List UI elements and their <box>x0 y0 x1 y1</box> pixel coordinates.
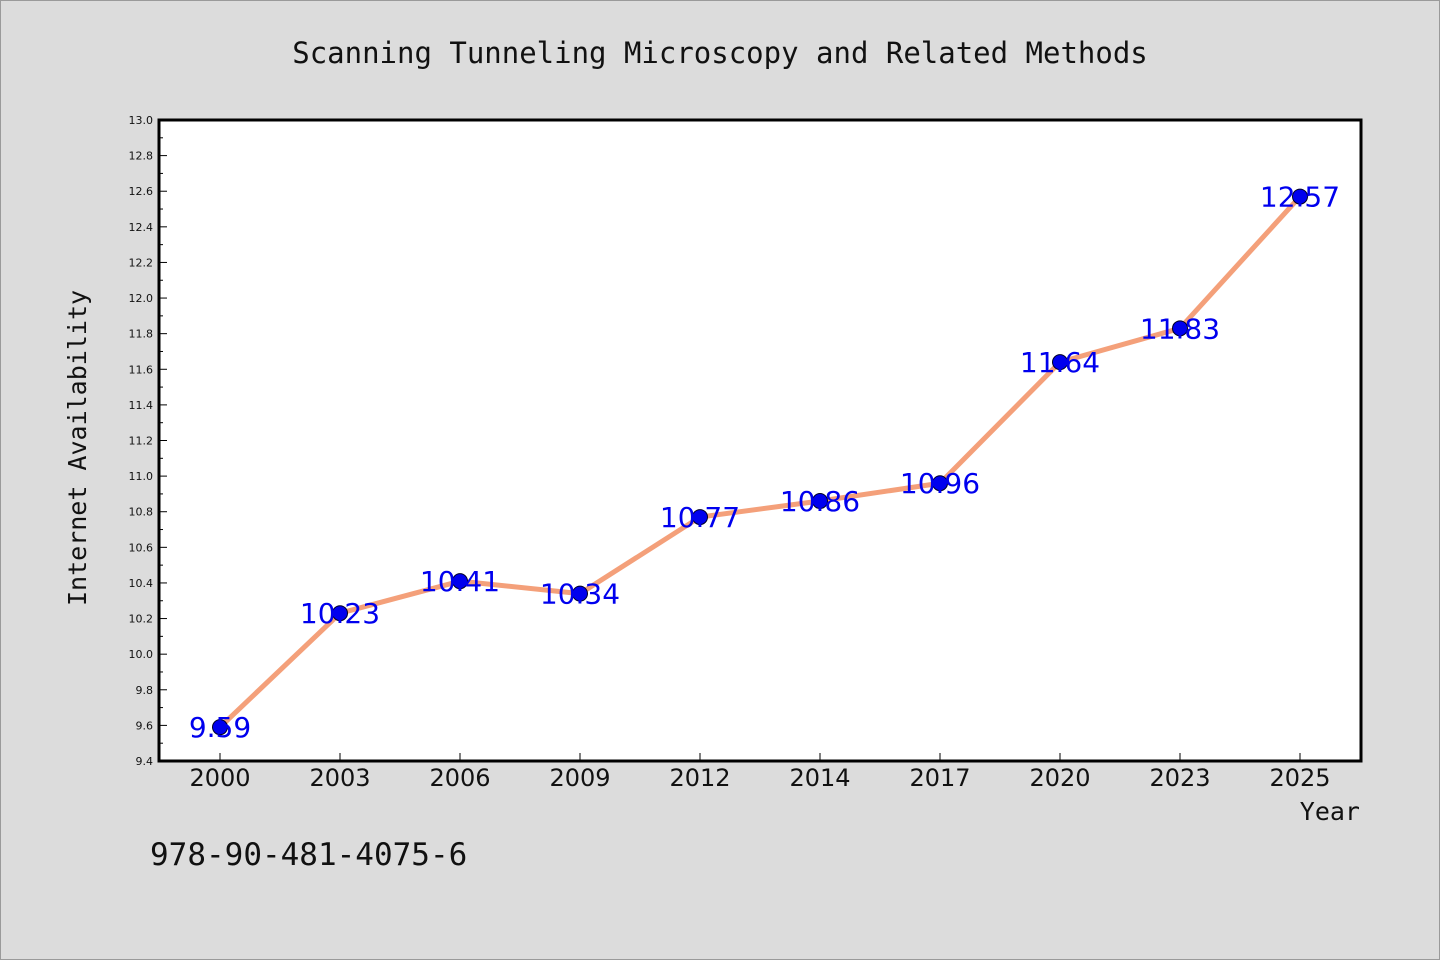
data-label: 10.86 <box>780 485 860 518</box>
y-tick-label: 9.6 <box>136 719 154 732</box>
x-axis: 2000 2003 2006 2009 2012 2014 2017 2020 2023 2025 <box>189 753 1331 792</box>
data-point <box>332 605 348 622</box>
y-tick-label: 10.6 <box>129 541 154 554</box>
y-tick-label: 12.8 <box>129 150 154 163</box>
data-point <box>1172 320 1188 337</box>
data-label: 12.57 <box>1260 181 1340 214</box>
data-point <box>1052 354 1068 371</box>
series-line <box>218 194 1302 729</box>
y-tick-label: 12.2 <box>129 256 154 269</box>
isbn-text: 978-90-481-4075-6 <box>150 837 467 873</box>
data-label: 10.77 <box>660 501 740 534</box>
y-tick-label: 11.2 <box>129 435 154 448</box>
x-tick-label: 2009 <box>549 764 610 792</box>
chart-title: Scanning Tunneling Microscopy and Relate… <box>292 36 1148 70</box>
x-tick-label: 2006 <box>429 764 490 792</box>
x-tick-label: 2023 <box>1149 764 1210 792</box>
y-tick-label: 10.4 <box>129 577 154 590</box>
data-point <box>1292 188 1308 205</box>
data-label: 10.96 <box>900 467 980 500</box>
x-tick-label: 2014 <box>789 764 850 792</box>
data-point <box>932 475 948 492</box>
y-tick-label: 10.8 <box>129 506 154 519</box>
x-tick-label: 2000 <box>189 764 250 792</box>
x-axis-label: Year <box>1300 797 1360 826</box>
y-tick-label: 12.0 <box>129 292 154 305</box>
data-labels: 9.59 10.23 10.41 10.34 10.77 10.86 10.96 11.64 1… <box>189 181 1340 745</box>
data-points <box>212 188 1308 736</box>
plot-area <box>157 118 1363 763</box>
data-point <box>692 509 708 526</box>
y-axis: 9.4 9.6 9.8 10.0 10.2 10.4 10.6 10.8 11.0 11.2 11.… <box>129 114 167 768</box>
data-label: 10.34 <box>540 578 620 611</box>
data-label: 11.83 <box>1140 312 1220 345</box>
y-tick-label: 9.4 <box>136 755 154 768</box>
x-tick-label: 2017 <box>909 764 970 792</box>
y-tick-label: 12.4 <box>129 221 154 234</box>
y-tick-label: 10.2 <box>129 613 154 626</box>
y-tick-label: 11.8 <box>129 328 154 341</box>
x-tick-label: 2012 <box>669 764 730 792</box>
y-tick-label: 11.4 <box>129 399 154 412</box>
y-axis-label: Internet Availability <box>63 290 92 606</box>
data-point <box>812 493 828 510</box>
data-label: 11.64 <box>1020 346 1100 379</box>
y-tick-label: 11.0 <box>129 470 154 483</box>
x-tick-label: 2020 <box>1029 764 1090 792</box>
y-tick-label: 11.6 <box>129 363 154 376</box>
y-tick-label: 12.6 <box>129 185 154 198</box>
data-point <box>572 585 588 602</box>
x-tick-label: 2025 <box>1269 764 1330 792</box>
y-tick-label: 10.0 <box>129 648 154 661</box>
y-tick-label: 13.0 <box>129 114 154 127</box>
data-label: 9.59 <box>189 711 251 744</box>
data-point <box>452 573 468 590</box>
data-label: 10.23 <box>300 597 380 630</box>
series-line-group <box>218 194 1302 729</box>
data-label: 10.41 <box>420 565 500 598</box>
x-tick-label: 2003 <box>309 764 370 792</box>
data-point <box>212 719 228 736</box>
y-tick-label: 9.8 <box>136 684 154 697</box>
